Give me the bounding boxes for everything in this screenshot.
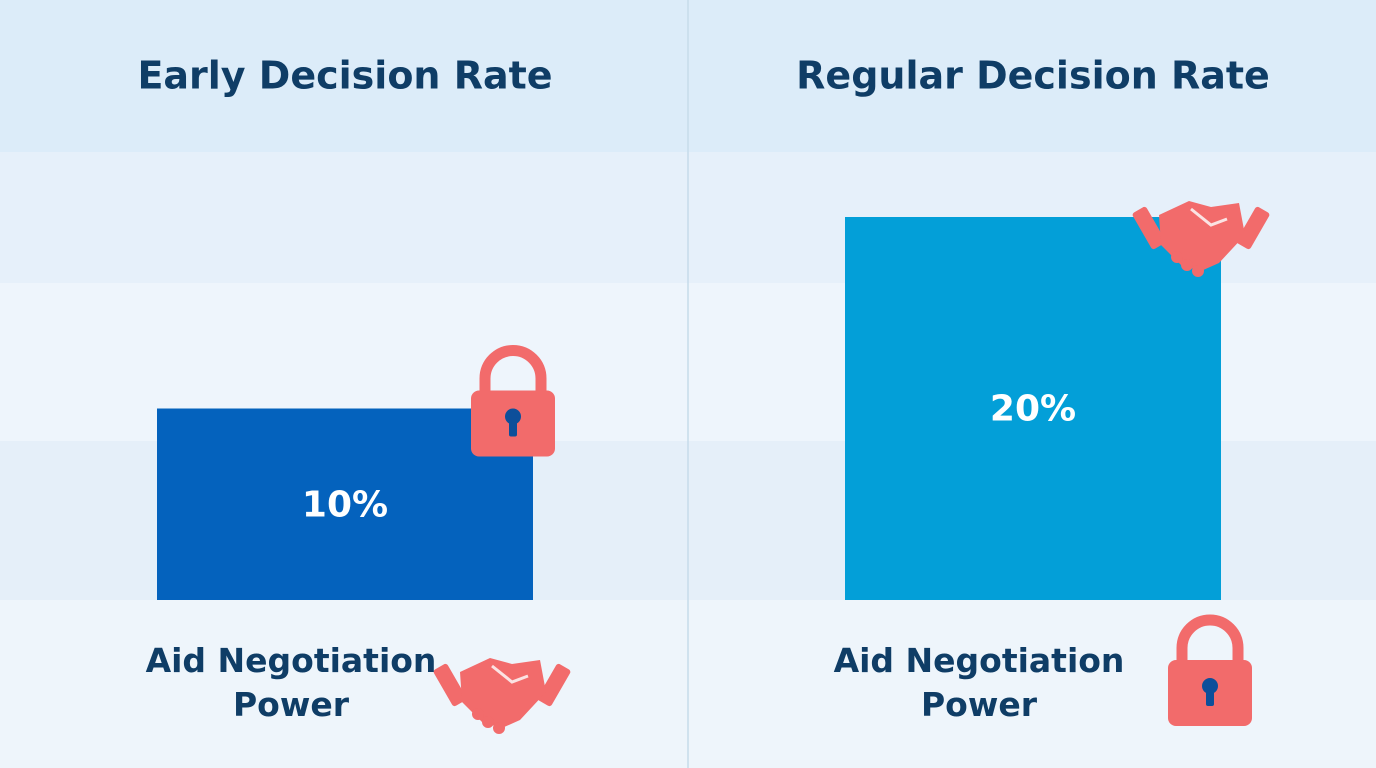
chart-title: Early Decision Rate <box>137 54 552 98</box>
bar <box>845 217 1221 600</box>
x-axis-label: Aid Negotiation Power <box>833 641 1125 724</box>
chart-title: Regular Decision Rate <box>796 54 1270 98</box>
value-label: 10% <box>302 484 388 525</box>
x-axis-label: Aid Negotiation Power <box>145 641 437 724</box>
bars: Early Decision Rate 10% Regular Decision R… <box>137 54 1270 600</box>
bar <box>157 408 533 600</box>
value-label: 20% <box>990 389 1076 430</box>
